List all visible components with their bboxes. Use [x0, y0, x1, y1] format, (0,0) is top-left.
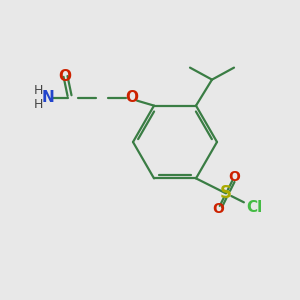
Text: O: O [228, 170, 240, 184]
Text: Cl: Cl [247, 200, 263, 215]
Text: S: S [220, 184, 232, 202]
Text: H: H [33, 98, 43, 111]
Text: O: O [125, 90, 139, 105]
Text: O: O [58, 68, 71, 83]
Text: O: O [212, 202, 224, 217]
Text: N: N [42, 90, 54, 105]
Text: H: H [33, 84, 43, 97]
